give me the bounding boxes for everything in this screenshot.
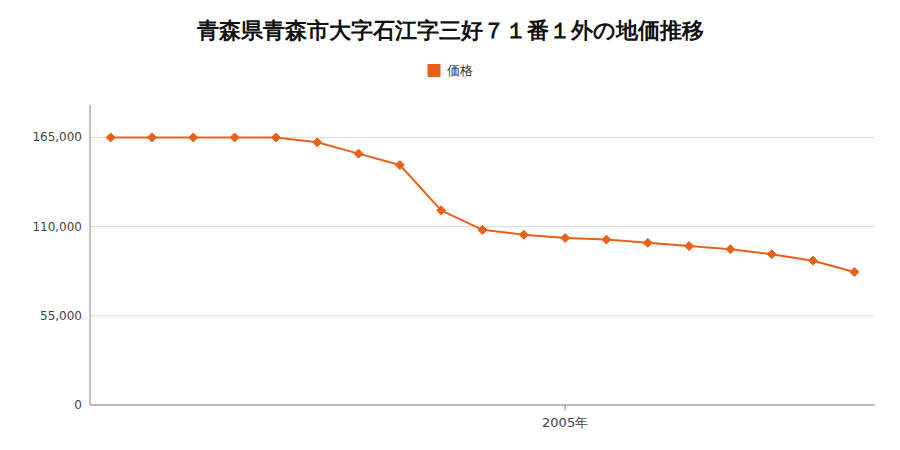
series-marker	[561, 233, 570, 242]
y-tick-labels: 0 55,000 110,000 165,000	[32, 130, 82, 412]
legend-swatch	[428, 64, 441, 77]
series-marker	[767, 250, 776, 259]
y-tick-label: 0	[74, 398, 82, 412]
x-tick-label: 2005年	[542, 415, 588, 430]
legend: 価格	[428, 63, 473, 78]
series-marker	[147, 133, 156, 142]
grid-line	[90, 405, 875, 406]
chart-title: 青森県青森市大字石江字三好７１番１外の地価推移	[196, 18, 704, 43]
series-marker	[395, 161, 404, 170]
legend-label: 価格	[447, 63, 473, 78]
y-tick-label: 110,000	[32, 220, 82, 234]
x-axis-line	[90, 405, 875, 406]
series-marker	[106, 133, 115, 142]
grid-line	[90, 315, 875, 316]
series-marker	[809, 256, 818, 265]
series-marker	[271, 133, 280, 142]
data-layer	[106, 133, 859, 277]
y-axis-line	[90, 105, 91, 405]
series-marker	[519, 230, 528, 239]
chart-svg: 青森県青森市大字石江字三好７１番１外の地価推移 0 55,000 110,000 165…	[0, 0, 900, 450]
legend-item: 価格	[428, 63, 473, 78]
series-marker	[726, 245, 735, 254]
series-marker	[313, 138, 322, 147]
series-marker	[685, 242, 694, 251]
series-marker	[189, 133, 198, 142]
series-marker	[437, 206, 446, 215]
series-marker	[643, 238, 652, 247]
y-tick-label: 165,000	[32, 130, 82, 144]
series-marker	[850, 268, 859, 277]
y-grid	[90, 137, 875, 405]
series-line	[111, 137, 855, 272]
series-marker	[230, 133, 239, 142]
chart-container: 青森県青森市大字石江字三好７１番１外の地価推移 0 55,000 110,000 165…	[0, 0, 900, 450]
y-tick-label: 55,000	[40, 309, 82, 323]
x-ticks: 2005年	[542, 405, 588, 430]
series-marker	[478, 225, 487, 234]
series-marker	[354, 149, 363, 158]
x-tick-mark	[565, 405, 566, 410]
series-marker	[602, 235, 611, 244]
